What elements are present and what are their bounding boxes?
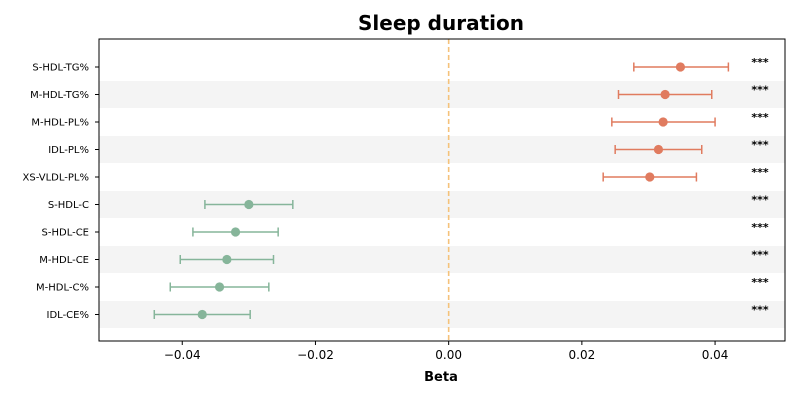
estimate-point [653,144,664,155]
estimate-point [214,282,225,292]
x-tick-label: 0.02 [569,348,596,362]
significance-label: *** [751,304,769,317]
x-axis: −0.04 −0.02 0.00 0.02 0.04 [95,66,729,362]
significance-label: *** [751,221,769,234]
row-shading [99,81,785,328]
row-shade [99,191,785,218]
significance-label: *** [751,194,769,207]
estimate-point [230,227,241,237]
x-axis-label: Beta [424,370,458,385]
significance-label: *** [751,139,769,152]
category-label: S-HDL-TG% [32,63,89,74]
significance-label: *** [751,249,769,262]
category-label: IDL-CE% [47,310,89,321]
x-tick-label: −0.04 [164,348,201,362]
estimate-point [222,254,232,265]
significance-labels: *** *** *** *** *** *** *** *** *** *** [751,56,769,317]
x-tick-label: −0.02 [297,348,334,362]
category-label: IDL-PL% [48,145,89,156]
category-label: XS-VLDL-PL% [23,173,89,184]
category-label: M-HDL-C% [36,283,89,294]
chart-title: Sleep duration [358,11,524,35]
plot-frame [98,38,786,342]
significance-label: *** [751,166,769,179]
estimate-point [658,117,668,127]
category-label: M-HDL-PL% [31,118,89,129]
significance-label: *** [751,84,769,97]
estimate-point [645,172,655,182]
estimate-point [197,309,207,320]
significance-label: *** [751,276,769,289]
significance-label: *** [751,56,769,69]
category-label: S-HDL-CE [42,228,89,239]
category-label: M-HDL-TG% [30,90,89,101]
data-marks [153,62,730,320]
category-label: S-HDL-C [48,200,89,211]
significance-label: *** [751,111,769,124]
estimate-point [660,89,670,100]
x-tick-label: 0.00 [435,348,462,362]
category-label: M-HDL-CE [39,255,89,266]
x-tick-label: 0.04 [702,348,729,362]
category-labels: S-HDL-TG% M-HDL-TG% M-HDL-PL% IDL-PL% XS-VLD… [23,63,89,322]
estimate-point [244,199,254,210]
estimate-point [675,62,686,72]
